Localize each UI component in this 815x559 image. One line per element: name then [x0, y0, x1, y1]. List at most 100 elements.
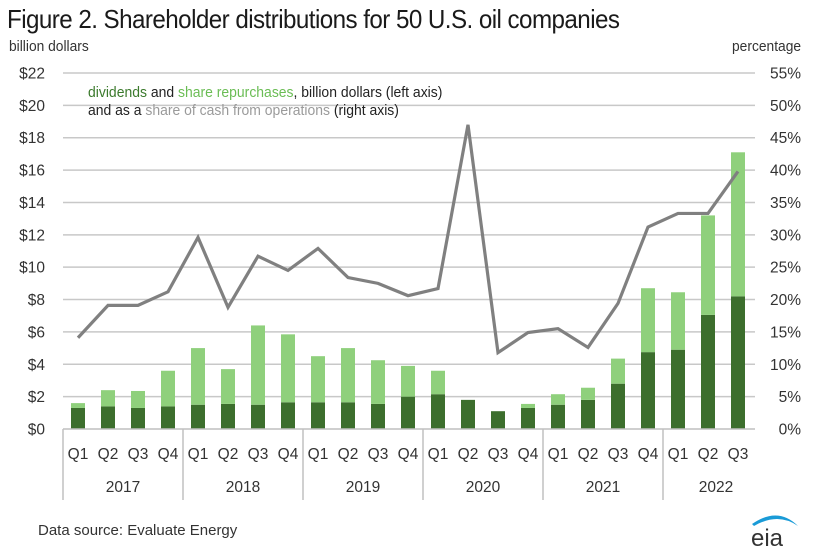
- quarter-label: Q1: [68, 446, 89, 463]
- bar-dividends: [221, 403, 235, 429]
- quarter-label: Q3: [128, 446, 149, 463]
- legend: dividends and share repurchases, billion…: [88, 84, 442, 120]
- legend-share-repurchases: share repurchases: [177, 84, 294, 101]
- bar-dividends: [731, 296, 745, 429]
- bar-dividends: [311, 402, 325, 429]
- right-tick-label: 0%: [779, 422, 802, 439]
- legend-dividends: dividends: [88, 84, 147, 101]
- bar-share-repurchases: [281, 334, 295, 403]
- quarter-label: Q4: [158, 446, 179, 463]
- chart-title: Figure 2. Shareholder distributions for …: [7, 4, 620, 34]
- quarter-label: Q1: [308, 446, 329, 463]
- bar-dividends: [521, 407, 535, 429]
- quarter-label: Q2: [338, 446, 359, 463]
- right-tick-label: 30%: [770, 227, 801, 244]
- bar-share-repurchases: [161, 370, 175, 407]
- bar-share-repurchases: [221, 369, 235, 404]
- quarter-label: Q3: [728, 446, 749, 463]
- left-tick-label: $4: [28, 357, 46, 374]
- quarter-label: Q1: [548, 446, 569, 463]
- left-tick-label: $12: [19, 227, 45, 244]
- year-label: 2022: [699, 479, 733, 496]
- bar-share-repurchases: [191, 348, 205, 405]
- right-tick-label: 20%: [770, 292, 801, 309]
- quarter-label: Q4: [398, 446, 419, 463]
- quarter-label: Q3: [248, 446, 269, 463]
- legend-left-axis-note: , billion dollars (left axis): [293, 84, 443, 101]
- bar-share-repurchases: [581, 387, 595, 400]
- share-of-cash-line: [76, 124, 740, 356]
- legend-prefix: and as a: [88, 102, 146, 119]
- bar-dividends: [191, 404, 205, 429]
- right-tick-label: 50%: [770, 98, 801, 115]
- bar-share-repurchases: [251, 325, 265, 405]
- bar-share-repurchases: [71, 403, 85, 408]
- year-label: 2020: [466, 479, 501, 496]
- bar-share-repurchases: [131, 390, 145, 408]
- bar-dividends: [371, 403, 385, 429]
- right-tick-label: 45%: [770, 130, 801, 147]
- year-label: 2021: [586, 479, 620, 496]
- bar-share-repurchases: [401, 365, 415, 397]
- quarter-label: Q4: [518, 446, 539, 463]
- quarter-label: Q1: [428, 446, 449, 463]
- bar-share-repurchases: [431, 370, 445, 395]
- left-tick-label: $10: [19, 260, 45, 277]
- year-label: 2019: [346, 479, 380, 496]
- year-label: 2018: [226, 479, 260, 496]
- bar-share-repurchases: [701, 215, 715, 315]
- legend-share-of-cash: share of cash from operations: [145, 102, 330, 119]
- data-source: Data source: Evaluate Energy: [38, 522, 238, 539]
- quarter-label: Q1: [188, 446, 209, 463]
- quarter-label: Q3: [608, 446, 629, 463]
- bar-dividends: [71, 407, 85, 429]
- right-tick-label: 55%: [770, 66, 801, 83]
- legend-and: and: [146, 84, 178, 101]
- left-tick-label: $20: [19, 98, 45, 115]
- right-tick-label: 25%: [770, 260, 801, 277]
- bar-share-repurchases: [311, 356, 325, 403]
- bar-dividends: [641, 352, 655, 429]
- bar-share-repurchases: [671, 292, 685, 350]
- quarter-label: Q1: [668, 446, 689, 463]
- bar-dividends: [671, 349, 685, 429]
- left-axis-ticks: $0 $2 $4 $6 $8 $10 $12 $14 $16 $18 $20 $22: [19, 66, 45, 439]
- bar-dividends: [131, 407, 145, 429]
- right-tick-label: 5%: [779, 389, 802, 406]
- right-tick-label: 35%: [770, 195, 801, 212]
- left-tick-label: $8: [28, 292, 45, 309]
- bar-dividends: [251, 404, 265, 429]
- left-tick-label: $6: [28, 324, 45, 341]
- left-tick-label: $16: [19, 163, 45, 180]
- quarter-label: Q2: [458, 446, 479, 463]
- bar-dividends: [551, 404, 565, 429]
- bar-dividends: [401, 396, 415, 429]
- eia-logo: eia: [751, 515, 798, 550]
- quarter-label: Q3: [368, 446, 389, 463]
- quarter-label: Q3: [488, 446, 509, 463]
- bar-share-repurchases: [641, 288, 655, 353]
- bar-share-repurchases: [731, 152, 745, 297]
- quarter-label: Q2: [578, 446, 599, 463]
- quarter-label: Q2: [698, 446, 719, 463]
- eia-logo-text: eia: [751, 525, 784, 550]
- quarter-label: Q2: [98, 446, 119, 463]
- right-axis-ticks: 0% 5% 10% 15% 20% 25% 30% 35% 40% 45% 50% 55%: [770, 66, 801, 439]
- bar-dividends: [431, 394, 445, 429]
- year-label: 2017: [106, 479, 140, 496]
- share-line-layer: [76, 124, 740, 356]
- bar-dividends: [701, 314, 715, 429]
- bar-dividends: [341, 402, 355, 429]
- bars: [71, 152, 745, 429]
- bar-dividends: [581, 399, 595, 429]
- quarter-label: Q4: [278, 446, 299, 463]
- bar-share-repurchases: [101, 390, 115, 407]
- right-tick-label: 40%: [770, 163, 801, 180]
- left-axis-unit: billion dollars: [9, 38, 89, 55]
- legend-right-axis-note: (right axis): [329, 102, 399, 119]
- bar-share-repurchases: [521, 403, 535, 408]
- left-tick-label: $2: [28, 389, 45, 406]
- left-tick-label: $14: [19, 195, 45, 212]
- right-tick-label: 15%: [770, 324, 801, 341]
- bar-share-repurchases: [371, 360, 385, 404]
